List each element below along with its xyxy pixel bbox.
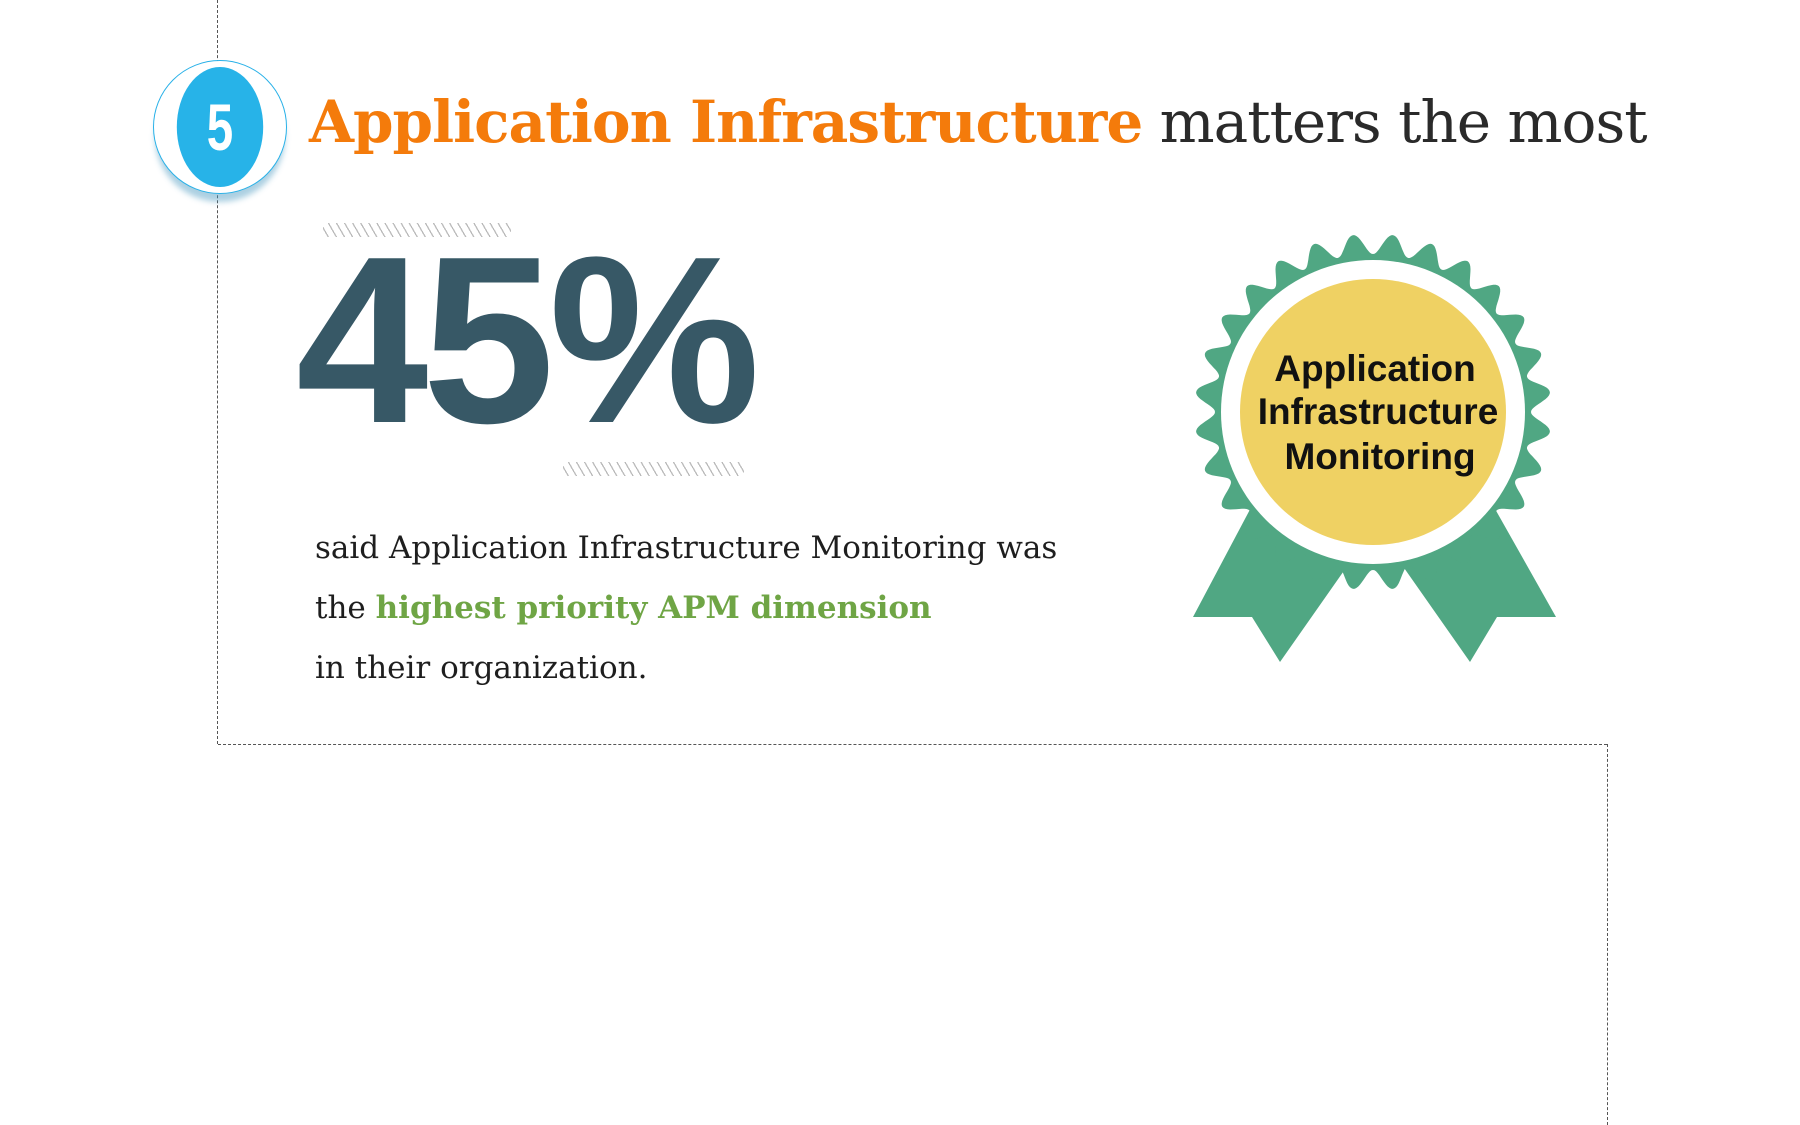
dashed-connector-vertical bbox=[217, 0, 218, 744]
stat-value: 45% bbox=[296, 208, 760, 473]
badge-yellow-disc bbox=[1240, 279, 1506, 545]
dashed-connector-horizontal bbox=[218, 744, 1607, 745]
description-line-1: said Application Infrastructure Monitori… bbox=[315, 530, 1058, 566]
description-line-3: in their organization. bbox=[315, 650, 648, 686]
section-number: 5 bbox=[176, 67, 264, 187]
page-title: Application Infrastructure matters the m… bbox=[309, 88, 1648, 156]
badge-text-line-1: Application bbox=[1274, 348, 1475, 389]
hatch-decoration-bottom bbox=[563, 462, 744, 476]
hatch-decoration-top bbox=[323, 223, 511, 237]
title-rest: matters the most bbox=[1142, 88, 1648, 156]
title-highlight: Application Infrastructure bbox=[309, 88, 1143, 156]
badge-text-line-3: Monitoring bbox=[1284, 436, 1475, 477]
description-prefix: the bbox=[315, 590, 376, 626]
description-highlight: highest priority APM dimension bbox=[375, 590, 932, 626]
description-line-2: the highest priority APM dimension bbox=[315, 578, 1057, 638]
dashed-connector-vertical-right bbox=[1607, 744, 1608, 1125]
stat-description: said Application Infrastructure Monitori… bbox=[315, 518, 1057, 698]
section-number-badge: 5 bbox=[153, 60, 287, 194]
badge-text-line-2: Infrastructure bbox=[1258, 391, 1499, 432]
